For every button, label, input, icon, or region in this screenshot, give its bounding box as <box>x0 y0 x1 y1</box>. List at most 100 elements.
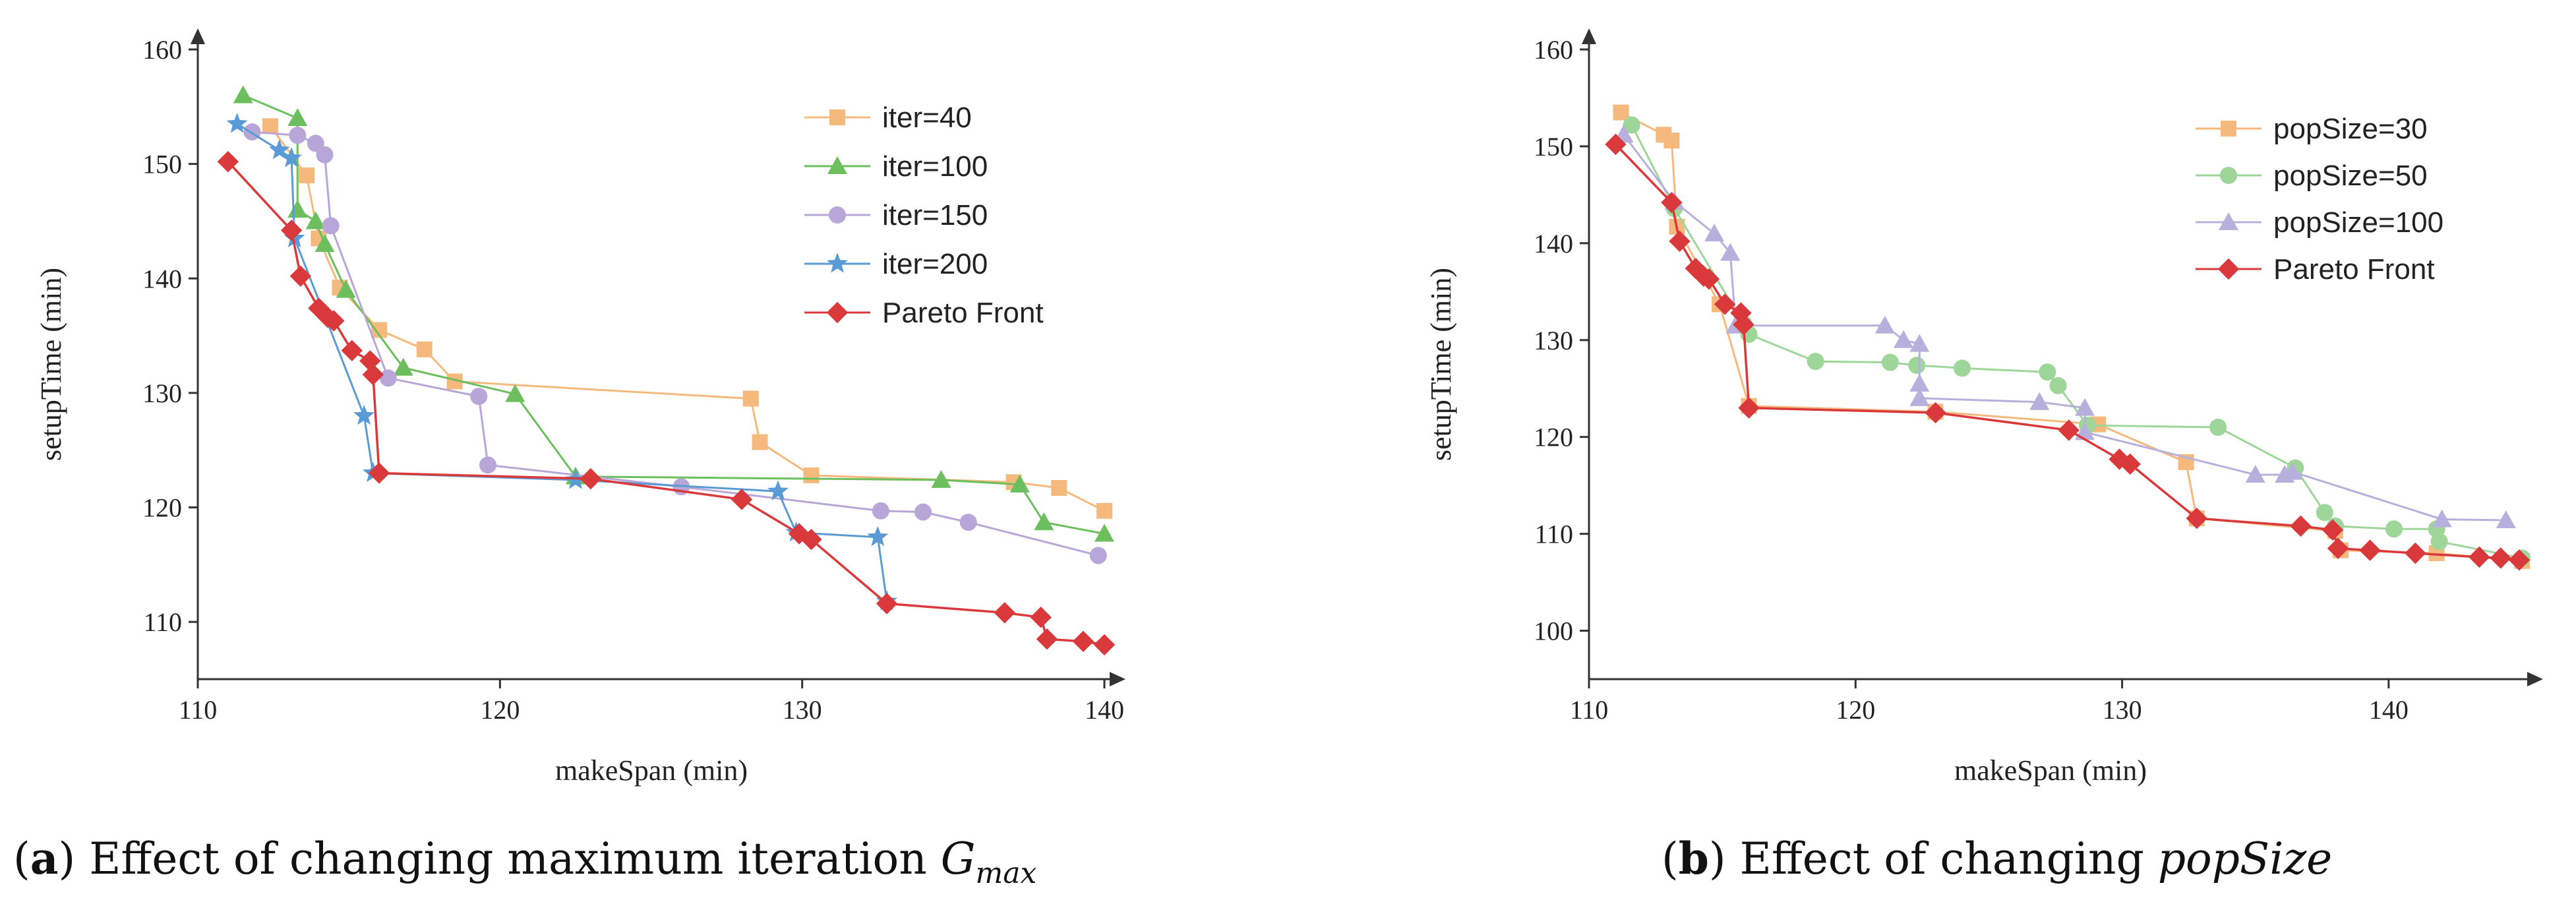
panel-b-y-tick-label: 110 <box>1534 520 1573 549</box>
panel-a-data-point <box>393 357 413 376</box>
panel-a-y-axis-arrow <box>191 28 205 44</box>
panel-a-data-point <box>470 388 488 406</box>
panel-b-x-tick-label: 140 <box>2369 695 2409 725</box>
panel-a-data-point <box>289 127 307 144</box>
panel-a-data-point <box>1034 512 1054 531</box>
panel-b-legend-label: Pareto Front <box>2273 253 2435 286</box>
panel-a-data-point <box>959 514 977 531</box>
panel-a-legend: iter=40 iter=100 iter=150 iter=200 Pareto Fr… <box>804 102 1044 329</box>
panel-b-data-point <box>1685 257 1706 280</box>
panel-a-y-tick-label: 150 <box>142 150 182 179</box>
panel-b-data-point <box>2405 542 2426 564</box>
panel-a-data-point <box>505 384 525 402</box>
panel-a-y-tick-label: 160 <box>142 35 182 65</box>
panel-b-y-tick-label: 130 <box>1534 326 1573 355</box>
caption-a-letter: a <box>30 833 59 884</box>
panel-a-data-point <box>872 502 889 520</box>
panel-b-data-point <box>2385 520 2403 538</box>
panel-b-data-point <box>1807 353 1824 371</box>
panel-b-data-point <box>2432 509 2452 527</box>
panel-a-data-point <box>323 310 345 332</box>
panel-b-legend-marker <box>2217 258 2240 280</box>
panel-b-y-axis-arrow <box>1582 28 1596 44</box>
panel-a-data-point <box>1030 607 1052 628</box>
panel-a-legend-label: Pareto Front <box>882 297 1044 329</box>
panel-b-y-tick-label: 120 <box>1534 423 1573 452</box>
panel-b-legend-label: popSize=100 <box>2273 206 2443 239</box>
panel-a-data-point <box>316 146 334 164</box>
panel-a-data-point <box>876 593 898 615</box>
panel-b-data-point <box>2316 504 2333 522</box>
panel-b-data-point <box>2490 547 2511 569</box>
panel-a-data-point <box>299 167 315 183</box>
panel-a-data-point <box>803 467 820 483</box>
panel-a-legend-label: iter=40 <box>882 102 972 134</box>
panel-a-y-tick-label: 130 <box>142 378 182 408</box>
panel-b-y-tick-label: 160 <box>1534 35 1573 65</box>
panel-b-data-point <box>1714 293 1736 315</box>
panel-a-data-point <box>752 434 768 450</box>
panel-b-series-3 <box>1605 133 2531 571</box>
panel-b-legend-label: popSize=30 <box>2273 113 2428 145</box>
panel-a-data-point <box>359 350 381 372</box>
panel-b-data-point <box>1909 334 1930 352</box>
panel-b-chart: 110 120 130 140 100 110 120 130 140 150 160 makeSpa… <box>1425 28 2543 787</box>
panel-b-data-point <box>2496 510 2516 529</box>
panel-b-data-point <box>1698 268 1720 290</box>
panel-a-data-point <box>994 602 1015 624</box>
panel-a-data-point <box>1036 628 1058 650</box>
panel-b-legend-marker <box>2220 167 2237 184</box>
panel-b-data-point <box>2359 539 2381 561</box>
panel-a-data-point <box>731 489 753 510</box>
panel-b-data-point <box>2245 464 2265 483</box>
panel-b-data-point <box>1874 315 1895 334</box>
panel-a-legend-marker <box>829 109 845 125</box>
panel-a-data-point <box>307 135 324 152</box>
caption-b-text: Effect of changing <box>1740 833 2144 884</box>
panel-a-series-2 <box>243 123 1107 564</box>
panel-a-legend-label: iter=200 <box>882 248 988 280</box>
panel-a-legend-marker <box>827 253 848 273</box>
panel-a-data-point <box>287 108 308 127</box>
panel-b-data-point <box>1908 356 1926 374</box>
panel-a-data-point <box>379 369 397 387</box>
panel-a-series-4 <box>217 150 1116 656</box>
panel-b-y-tick-label: 150 <box>1534 132 1573 162</box>
panel-b-data-point <box>1661 191 1683 214</box>
panel-b-data-point <box>1909 388 1930 406</box>
caption-a-text: Effect of changing maximum iteration <box>89 833 927 884</box>
panel-a-data-point <box>416 341 433 357</box>
panel-b-x-tick-label: 120 <box>1836 695 1875 725</box>
panel-a-series-1 <box>233 85 1114 542</box>
panel-b-data-point <box>2469 546 2490 568</box>
panel-a-data-point <box>914 503 932 521</box>
panel-b-data-point <box>2039 363 2056 381</box>
panel-b-y-tick-label: 100 <box>1534 617 1573 646</box>
panel-b-data-point <box>2283 462 2303 480</box>
panel-b-data-point <box>1881 353 1899 371</box>
panel-a-data-point <box>1093 634 1116 656</box>
panel-b-data-point <box>1909 373 1930 392</box>
panel-b-legend-label: popSize=50 <box>2273 160 2428 192</box>
panel-b-data-point <box>2119 453 2141 475</box>
panel-a-data-point <box>217 150 239 173</box>
panel-b-data-point <box>1704 224 1725 242</box>
caption-b-symbol: popSize <box>2158 833 2332 884</box>
panel-b-y-tick-label: 140 <box>1534 229 1573 258</box>
panel-a-x-tick-label: 140 <box>1085 695 1124 725</box>
panel-a-x-tick-label: 130 <box>783 695 822 725</box>
panel-b-data-point <box>1623 116 1640 134</box>
panel-a-data-point <box>371 322 387 338</box>
panel-a-data-point <box>362 363 384 386</box>
panel-b-data-point <box>1925 402 1946 424</box>
caption-b-letter: b <box>1679 833 1709 884</box>
caption-a-subscript: max <box>976 857 1037 890</box>
panel-b-x-axis-arrow <box>2527 672 2543 686</box>
panel-a-data-point <box>1089 547 1107 564</box>
panel-b-data-point <box>2074 398 2095 416</box>
panel-b-legend: popSize=30 popSize=50 popSize=100 Pareto Fr… <box>2196 113 2443 286</box>
panel-b-legend-marker <box>2221 121 2236 136</box>
panel-a-x-tick-label: 120 <box>480 695 520 725</box>
panel-a-data-point <box>1096 502 1112 519</box>
